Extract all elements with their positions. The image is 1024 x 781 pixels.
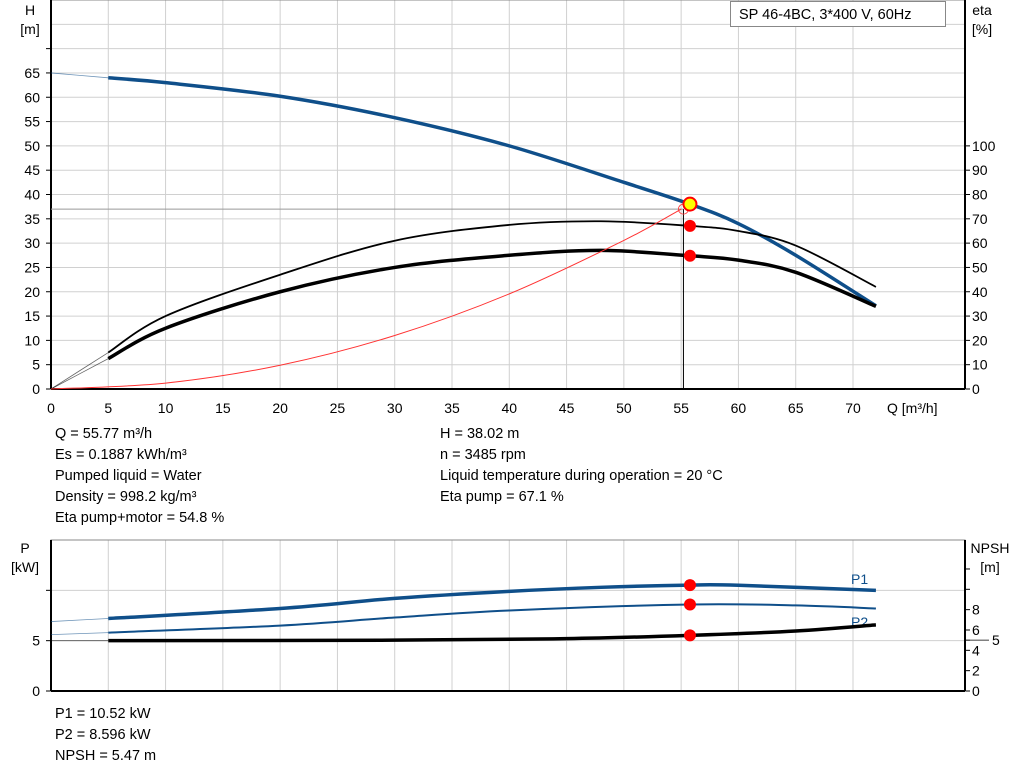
y-tick-label: 55 [24,114,40,130]
x-tick-label: 30 [387,400,403,416]
info-es: Es = 0.1887 kWh/m³ [55,447,187,463]
y2-tick-label: 5 [992,632,1000,648]
x-tick-label: 55 [673,400,689,416]
eta-pump-motor-curve [107,248,877,361]
y2-tick-label: 20 [972,332,988,348]
y2-tick-label: 70 [972,211,988,227]
series-label-p1: P1 [851,571,868,587]
x-tick-label: 15 [215,400,231,416]
info-bottom: P1 = 10.52 kW P2 = 8.596 kW NPSH = 5.47 … [55,704,156,767]
x-axis-label: Q [m³/h] [887,400,938,416]
y-tick-label: 50 [24,138,40,154]
y-tick-label: 0 [32,381,40,397]
y-tick-label: 30 [24,235,40,251]
y-tick-label: 60 [24,89,40,105]
y-tick-label: 10 [24,332,40,348]
info-temp: Liquid temperature during operation = 20… [440,468,723,484]
p1-curve [108,582,876,621]
y2-tick-label: 50 [972,259,988,275]
y-tick-label: 25 [24,259,40,275]
y2-tick-label: 8 [972,602,980,618]
x-tick-label: 5 [104,400,112,416]
x-tick-label: 40 [501,400,517,416]
info-p2: P2 = 8.596 kW [55,727,151,743]
y-tick-label: 20 [24,284,40,300]
y2-axis-label: eta [972,2,992,18]
p1-curve-extrapolated [50,618,109,622]
y-tick-label: 45 [24,162,40,178]
y-tick-label: 35 [24,211,40,227]
y2-tick-label: 4 [972,642,980,658]
head-curve [108,76,877,308]
y-axis-label: P [20,540,29,556]
info-p1: P1 = 10.52 kW [55,706,151,722]
info-n: n = 3485 rpm [440,447,526,463]
info-density: Density = 998.2 kg/m³ [55,489,197,505]
duty-point-head [682,196,698,212]
y-tick-label: 5 [32,357,40,373]
y2-tick-label: 0 [972,381,980,397]
y-axis-label: [m] [20,21,39,37]
y-tick-label: 15 [24,308,40,324]
y-tick-label: 5 [32,633,40,649]
info-eta-pump: Eta pump = 67.1 % [440,489,564,505]
x-tick-label: 25 [330,400,346,416]
x-tick-label: 60 [731,400,747,416]
y2-tick-label: 90 [972,162,988,178]
x-tick-label: 70 [845,400,861,416]
y2-tick-label: 60 [972,235,988,251]
y2-axis-label: [%] [972,21,992,37]
y2-axis-label: [m] [980,559,999,575]
info-right: H = 38.02 m n = 3485 rpm Liquid temperat… [440,424,723,508]
duty-point-p1-curve [683,579,696,592]
info-npsh: NPSH = 5.47 m [55,748,157,764]
y-tick-label: 0 [32,683,40,699]
p2-curve [108,603,876,634]
eta-pump-motor-curve-extrapolated [50,358,109,390]
npsh-curve [108,623,877,643]
y2-tick-label: 6 [972,622,980,638]
y-axis-label: [kW] [11,559,39,575]
y2-tick-label: 2 [972,663,980,679]
info-eta-pump-motor: Eta pump+motor = 54.8 % [55,510,225,526]
info-q: Q = 55.77 m³/h [55,426,153,442]
duty-point-p2-curve [683,598,696,611]
y2-tick-label: 100 [972,138,996,154]
eta-pump-curve-extrapolated [50,352,109,390]
y2-tick-label: 30 [972,308,988,324]
system-curve [50,208,682,390]
duty-point-npsh-curve [683,629,696,642]
info-h: H = 38.02 m [440,426,520,442]
title-box: SP 46-4BC, 3*400 V, 60Hz [730,1,946,27]
head-curve-extrapolated [50,72,109,79]
p2-curve-extrapolated [50,632,109,636]
eta-pump-curve [107,220,877,354]
x-tick-label: 35 [444,400,460,416]
x-tick-label: 50 [616,400,632,416]
x-tick-label: 20 [272,400,288,416]
y2-axis-label: NPSH [971,540,1010,556]
x-tick-label: 45 [559,400,575,416]
y-tick-label: 40 [24,187,40,203]
y2-tick-label: 10 [972,357,988,373]
y-axis-label: H [25,2,35,18]
y2-tick-label: 80 [972,187,988,203]
x-tick-label: 65 [788,400,804,416]
info-left: Q = 55.77 m³/h Es = 0.1887 kWh/m³ Pumped… [55,424,224,529]
x-tick-label: 10 [158,400,174,416]
y2-tick-label: 0 [972,683,980,699]
info-liquid: Pumped liquid = Water [55,468,202,484]
duty-point-eta-pump [683,219,696,232]
x-tick-label: 0 [47,400,55,416]
duty-point-eta-pump-motor [683,249,696,262]
y-tick-label: 65 [24,65,40,81]
y2-tick-label: 40 [972,284,988,300]
